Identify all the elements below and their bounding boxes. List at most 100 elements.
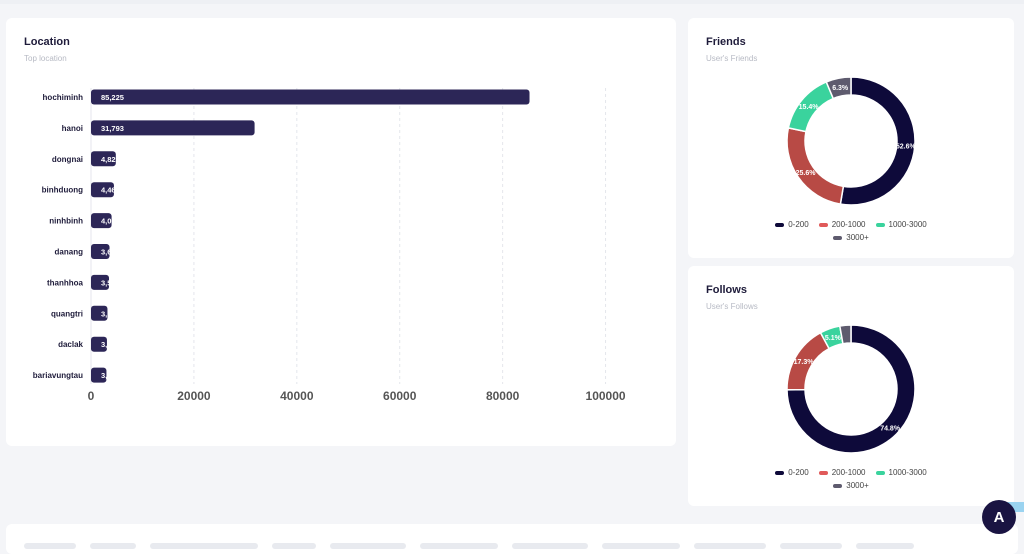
follows-card: Follows User's Follows 74.8% 17.3% 5.1% 0-… — [688, 266, 1014, 506]
legend-swatch — [833, 483, 843, 488]
bar-data-label: 85,225 — [101, 93, 124, 102]
legend-swatch — [775, 470, 785, 475]
category-label: binhduong — [42, 186, 83, 195]
side-tab[interactable] — [1004, 502, 1024, 512]
bar — [91, 182, 114, 198]
tab-chip[interactable] — [512, 543, 588, 549]
tab-chip[interactable] — [330, 543, 406, 549]
bar — [91, 367, 107, 383]
bar-data-label: 3,2 — [101, 309, 111, 318]
friends-donut-chart: 52.6% 25.6% 15.4% 6.3% — [786, 76, 917, 206]
legend-item[interactable]: 3000+ — [833, 233, 869, 242]
legend-swatch — [818, 222, 828, 227]
legend-label: 200-1000 — [831, 468, 866, 477]
bar — [91, 89, 530, 105]
bar-data-label: 3,6 — [101, 248, 111, 257]
follows-title: Follows — [706, 284, 747, 296]
assistant-button[interactable]: A — [982, 500, 1016, 534]
category-label: dongnai — [52, 155, 83, 164]
x-tick-label: 60000 — [383, 389, 417, 403]
legend-item[interactable]: 3000+ — [833, 481, 869, 490]
legend-item[interactable]: 0-200 — [775, 468, 809, 477]
x-tick-label: 80000 — [486, 389, 520, 403]
bar-data-label: 3,5 — [101, 278, 111, 287]
tab-chip[interactable] — [602, 543, 680, 549]
location-bar-chart: 0 20000 40000 60000 80000 100000 hochiminh 85,2… — [33, 88, 626, 403]
follows-legend: 0-200 200-1000 1000-3000 3000+ — [688, 468, 1014, 494]
category-label: ninhbinh — [49, 217, 83, 226]
top-strip — [0, 0, 1024, 4]
legend-label: 3000+ — [846, 233, 869, 242]
assistant-logo-icon: A — [993, 508, 1005, 526]
bar — [91, 120, 255, 136]
slice-data-label: 6.3% — [832, 85, 849, 92]
bar-data-label: 31,793 — [101, 124, 124, 133]
x-tick-label: 0 — [88, 389, 95, 403]
slice-data-label: 17.3% — [794, 359, 815, 366]
tab-chip[interactable] — [272, 543, 316, 549]
location-card: Location Top location 0 20000 40000 60000 80… — [6, 18, 676, 446]
legend-swatch — [875, 222, 885, 227]
friends-card: Friends User's Friends 52.6% 25.6% 15.4% 6.… — [688, 18, 1014, 258]
follows-subtitle: User's Follows — [706, 302, 758, 311]
friends-legend: 0-200 200-1000 1000-3000 3000+ — [688, 220, 1014, 246]
bar-data-label: 4,82 — [101, 155, 116, 164]
donut-slice — [786, 324, 916, 454]
donut-slice — [786, 127, 845, 205]
tab-chip[interactable] — [856, 543, 914, 549]
bar-data-label: 3,0 — [101, 371, 111, 380]
category-label: daclak — [58, 340, 83, 349]
legend-item[interactable]: 200-1000 — [818, 468, 866, 477]
bar-data-label: 3,1 — [101, 340, 111, 349]
legend-swatch — [818, 470, 828, 475]
donut-slice — [838, 324, 852, 345]
legend-label: 200-1000 — [831, 220, 866, 229]
tab-chip[interactable] — [90, 543, 136, 549]
legend-swatch — [775, 222, 785, 227]
bottom-card — [6, 524, 1018, 554]
legend-label: 3000+ — [846, 481, 869, 490]
tab-chip[interactable] — [780, 543, 842, 549]
friends-subtitle: User's Friends — [706, 54, 758, 63]
slice-data-label: 74.8% — [880, 426, 901, 433]
legend-item[interactable]: 1000-3000 — [875, 220, 927, 229]
x-tick-label: 100000 — [586, 389, 626, 403]
slice-data-label: 52.6% — [896, 144, 917, 151]
category-label: quangtri — [51, 309, 83, 318]
legend-item[interactable]: 200-1000 — [818, 220, 866, 229]
bar-data-label: 4,0 — [101, 217, 111, 226]
donut-slice — [839, 76, 916, 206]
bar — [91, 151, 116, 167]
category-label: bariavungtau — [33, 371, 83, 380]
friends-title: Friends — [706, 36, 746, 48]
follows-donut-chart: 74.8% 17.3% 5.1% — [786, 324, 916, 454]
legend-label: 1000-3000 — [888, 468, 927, 477]
bar — [91, 213, 112, 229]
legend-item[interactable]: 0-200 — [775, 220, 809, 229]
tab-chip[interactable] — [420, 543, 498, 549]
x-tick-label: 40000 — [280, 389, 314, 403]
donut-slice — [825, 76, 852, 100]
tab-chip[interactable] — [24, 543, 76, 549]
category-label: hochiminh — [43, 93, 84, 102]
category-label: danang — [55, 248, 84, 257]
tab-chip[interactable] — [694, 543, 766, 549]
legend-swatch — [875, 470, 885, 475]
legend-label: 0-200 — [788, 220, 809, 229]
bar — [91, 244, 110, 259]
legend-item[interactable]: 1000-3000 — [875, 468, 927, 477]
legend-label: 1000-3000 — [888, 220, 927, 229]
slice-data-label: 25.6% — [796, 170, 817, 177]
bar — [91, 336, 107, 352]
tab-chip[interactable] — [150, 543, 258, 549]
bar — [91, 305, 108, 321]
category-label: hanoi — [62, 124, 83, 133]
x-tick-label: 20000 — [177, 389, 211, 403]
slice-data-label: 5.1% — [825, 335, 842, 342]
legend-swatch — [833, 235, 843, 240]
location-title: Location — [24, 36, 70, 48]
legend-label: 0-200 — [788, 468, 809, 477]
slice-data-label: 15.4% — [799, 104, 820, 111]
bar-data-label: 4,46 — [101, 186, 116, 195]
bar — [91, 274, 110, 290]
